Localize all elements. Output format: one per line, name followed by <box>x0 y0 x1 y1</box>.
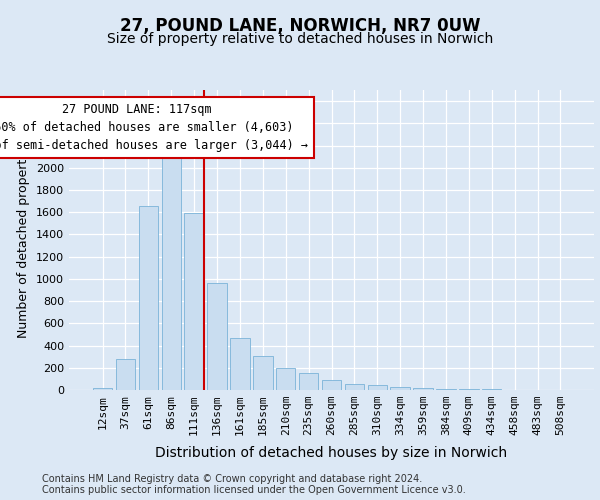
Text: Contains public sector information licensed under the Open Government Licence v3: Contains public sector information licen… <box>42 485 466 495</box>
Text: 27 POUND LANE: 117sqm
← 60% of detached houses are smaller (4,603)
39% of semi-d: 27 POUND LANE: 117sqm ← 60% of detached … <box>0 104 308 152</box>
Bar <box>322 380 341 390</box>
Bar <box>368 385 387 390</box>
Bar <box>344 384 364 390</box>
Bar <box>208 284 227 390</box>
Bar <box>436 389 455 390</box>
Text: 27, POUND LANE, NORWICH, NR7 0UW: 27, POUND LANE, NORWICH, NR7 0UW <box>120 18 480 36</box>
Bar <box>161 151 181 390</box>
Bar <box>253 356 272 390</box>
Bar <box>391 386 410 390</box>
X-axis label: Distribution of detached houses by size in Norwich: Distribution of detached houses by size … <box>155 446 508 460</box>
Bar <box>299 373 319 390</box>
Text: Contains HM Land Registry data © Crown copyright and database right 2024.: Contains HM Land Registry data © Crown c… <box>42 474 422 484</box>
Bar <box>116 359 135 390</box>
Bar <box>276 368 295 390</box>
Bar <box>413 388 433 390</box>
Bar <box>230 338 250 390</box>
Text: Size of property relative to detached houses in Norwich: Size of property relative to detached ho… <box>107 32 493 46</box>
Bar <box>184 214 204 390</box>
Bar <box>139 206 158 390</box>
Bar <box>93 388 112 390</box>
Y-axis label: Number of detached properties: Number of detached properties <box>17 142 31 338</box>
Bar <box>482 389 502 390</box>
